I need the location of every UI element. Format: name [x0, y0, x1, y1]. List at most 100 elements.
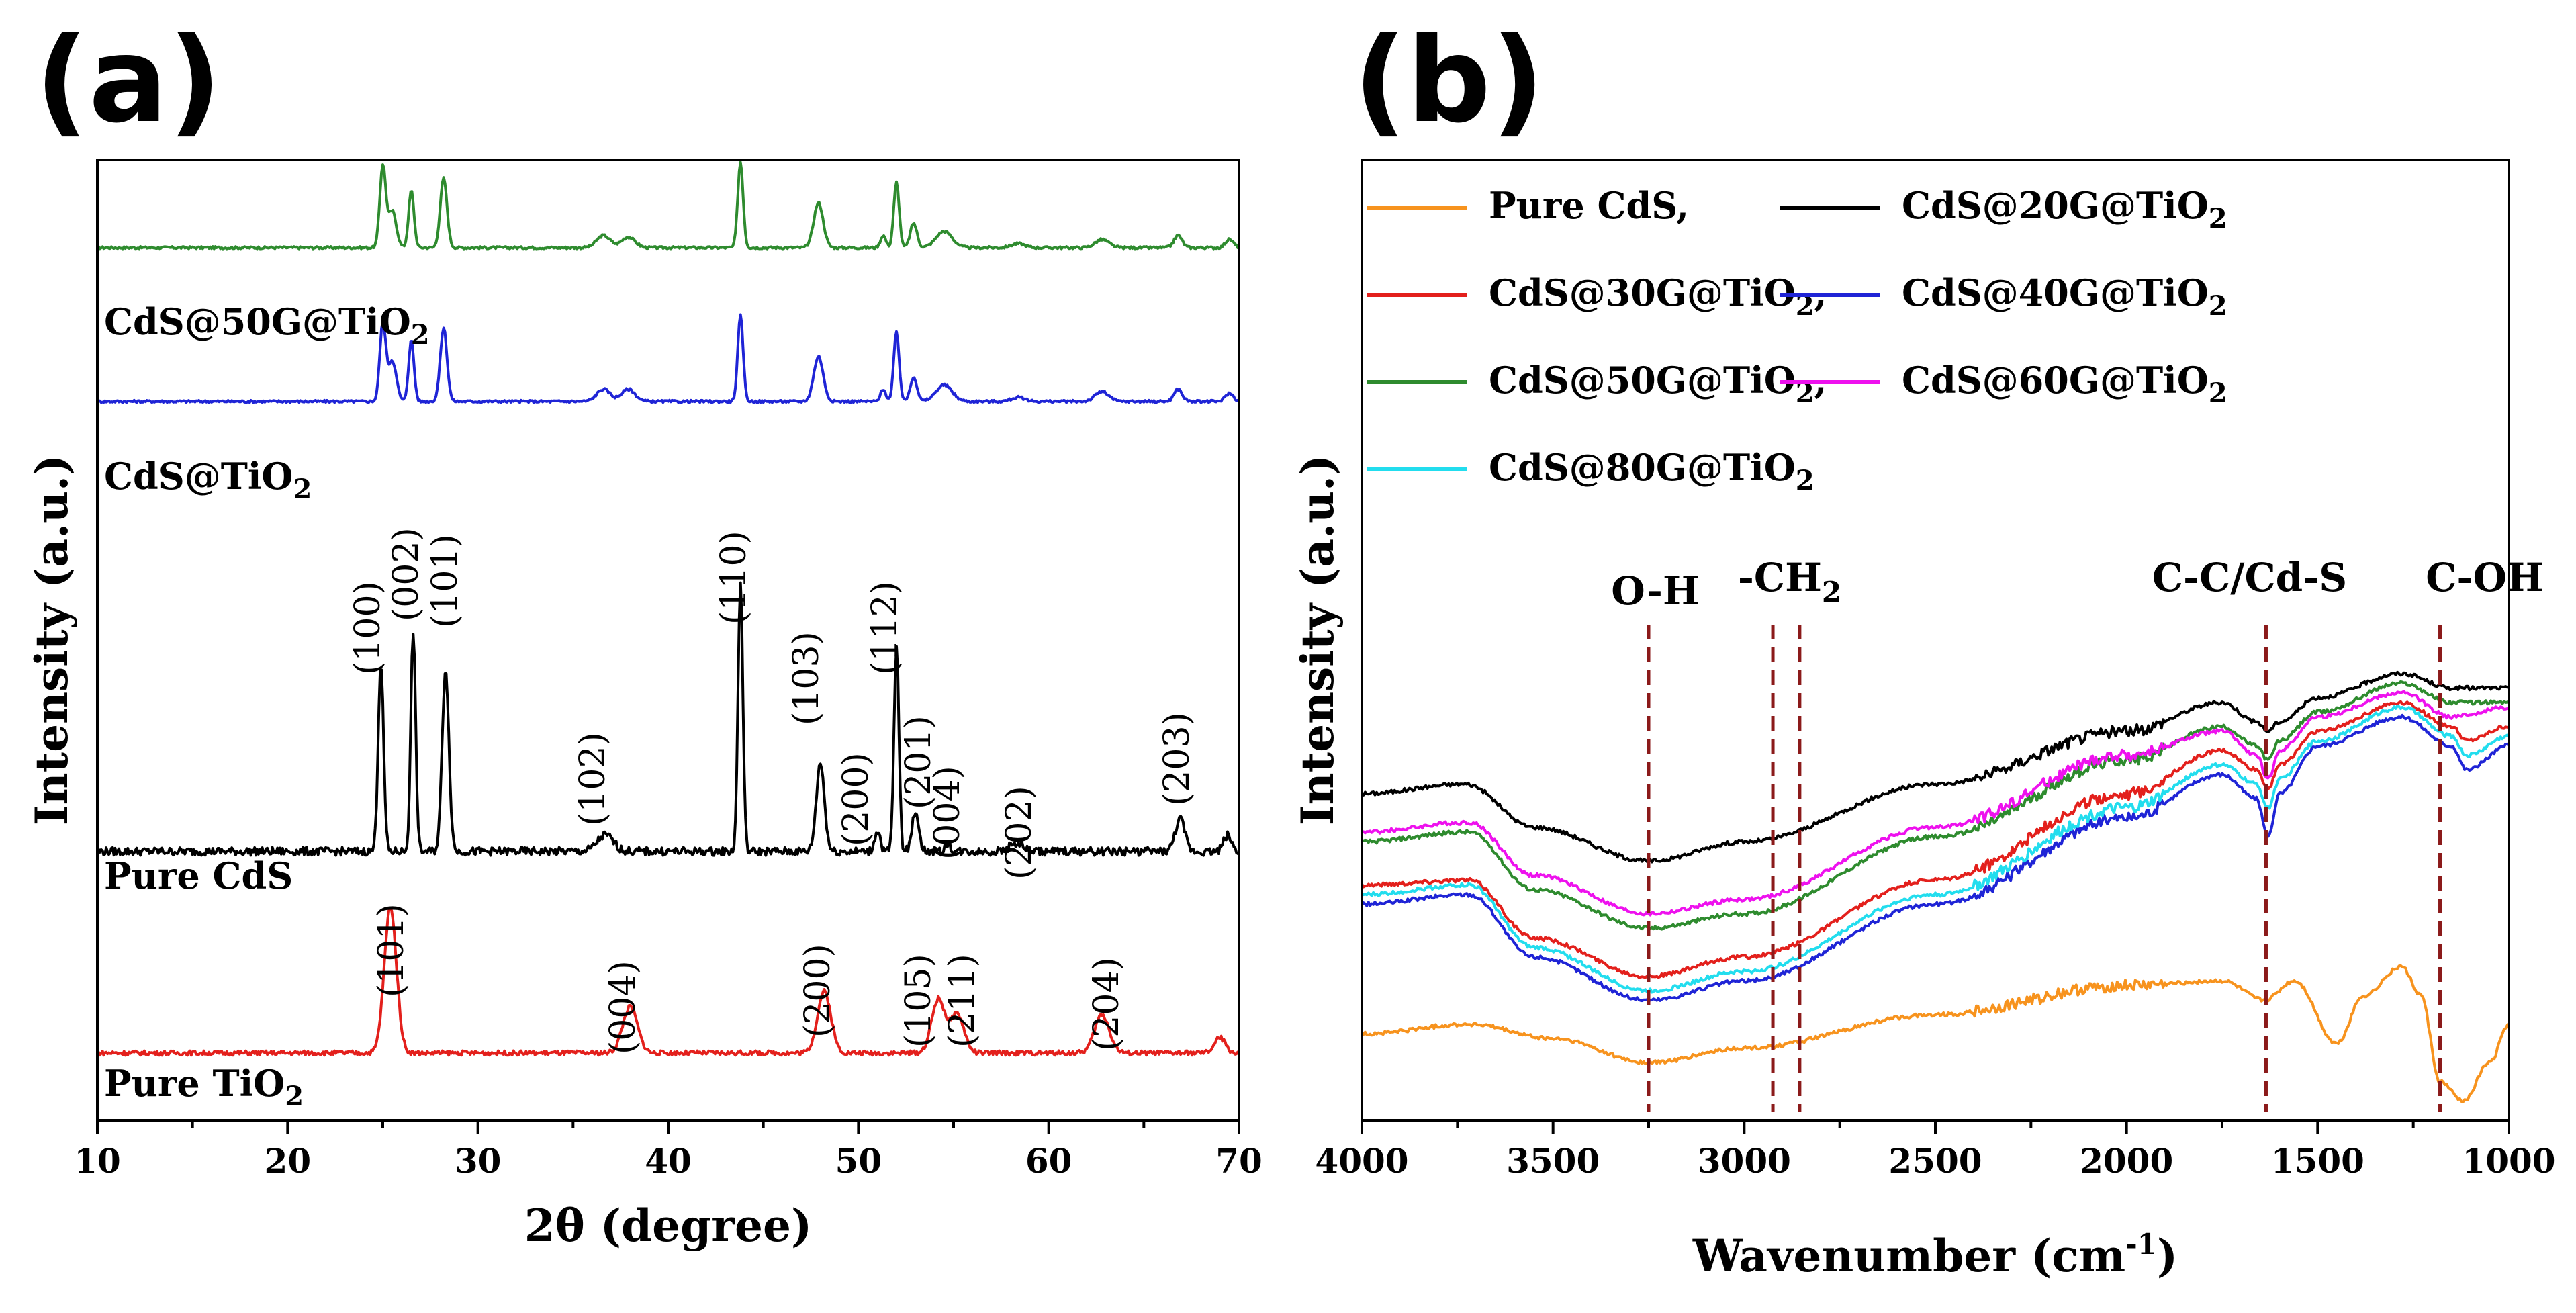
legend-label-text: CdS@80G@TiO: [1489, 446, 1796, 489]
xrd-series-label-text: Pure CdS: [104, 854, 293, 897]
legend-label-text: CdS@40G@TiO: [1902, 271, 2209, 314]
xrd-series-label-sub: 2: [285, 1081, 304, 1112]
x-tick-label: 60: [1025, 1141, 1072, 1181]
x-tick-label: 70: [1215, 1141, 1262, 1181]
legend-label: CdS@60G@TiO2: [1902, 359, 2227, 409]
legend-label-text: Pure CdS,: [1489, 184, 1689, 227]
ftir-trace-3: [1361, 680, 2510, 931]
legend-label: Pure CdS,: [1489, 184, 1689, 227]
x-tick-label: 30: [455, 1141, 502, 1181]
legend-label-sub: 2: [2209, 377, 2227, 409]
hkl-label: (200): [836, 752, 876, 846]
x-tick-label: 1000: [2462, 1141, 2555, 1181]
hkl-label: (202): [999, 786, 1040, 880]
xrd-trace-2: [96, 581, 1240, 857]
hkl-label: (203): [1157, 712, 1197, 806]
band-label-sub: 2: [1822, 576, 1841, 608]
xrd-series-label: Pure CdS: [104, 854, 293, 897]
x-tick-label: 3000: [1698, 1141, 1791, 1181]
hkl-label: (204): [1087, 957, 1127, 1051]
legend-label-text: CdS@60G@TiO: [1902, 359, 2209, 402]
panel-b-x-title: Wavenumber (cm-1): [1692, 1228, 2178, 1282]
panel-a-x-title: 2θ (degree): [524, 1199, 812, 1252]
x-tick-label: 2500: [1888, 1141, 1982, 1181]
hkl-label: (102): [573, 732, 613, 826]
panel-a-y-title: Intensity (a.u.): [26, 455, 78, 826]
x-tick-label: 1500: [2271, 1141, 2364, 1181]
hkl-label: (200): [798, 944, 838, 1038]
ftir-trace-4: [1361, 690, 2509, 917]
legend-label-text: CdS@30G@TiO: [1489, 271, 1796, 314]
hkl-label: (002): [386, 527, 426, 621]
x-tick-label: 3500: [1506, 1141, 1600, 1181]
ftir-trace-2: [1361, 713, 2510, 1003]
legend-label-sub: 2: [2209, 290, 2227, 322]
panel-b-markers: O-H -CH2 C-C/Cd-S C-OH: [1611, 555, 2544, 1112]
x-tick-label: 20: [265, 1141, 312, 1181]
band-label: O-H: [1611, 568, 1700, 614]
legend-label-text: CdS@20G@TiO: [1902, 184, 2209, 227]
hkl-label: (201): [899, 715, 939, 809]
x-tick-label: 4000: [1315, 1141, 1408, 1181]
legend-label-text: CdS@50G@TiO: [1489, 359, 1796, 402]
panel-b-x-title-end: ): [2157, 1230, 2178, 1282]
panel-a-letter: (a): [35, 13, 222, 149]
ftir-trace-5: [1361, 704, 2510, 994]
xrd-series-label-sub: 2: [293, 473, 312, 505]
panel-b-legend: Pure CdS,CdS@20G@TiO2CdS@30G@TiO2,CdS@40…: [1367, 184, 2227, 496]
xrd-series-label: Pure TiO2: [104, 1062, 304, 1112]
xrd-series-label-sub: 2: [411, 319, 430, 351]
xrd-trace-3: [97, 907, 1240, 1057]
band-label: C-C/Cd-S: [2152, 555, 2347, 600]
hkl-label: (101): [425, 534, 465, 628]
legend-label-sub: 2: [2209, 203, 2227, 234]
hkl-label: (110): [714, 531, 754, 625]
band-label-text: C-OH: [2426, 555, 2544, 600]
xrd-series-label-text: CdS@50G@TiO: [104, 300, 411, 343]
legend-label: CdS@40G@TiO2: [1902, 271, 2227, 322]
hkl-label: (105): [899, 954, 939, 1048]
band-label: -CH2: [1738, 555, 1841, 608]
ftir-trace-1: [1361, 700, 2510, 979]
hkl-label: (004): [927, 766, 968, 860]
hkl-label: (004): [603, 960, 643, 1054]
panel-a-x-axis: 10 20 30 40 50 60 70: [74, 1120, 1262, 1181]
legend-label: CdS@50G@TiO2,: [1489, 359, 1827, 409]
xrd-series-label: CdS@50G@TiO2: [104, 300, 430, 351]
legend-label-sub: 2: [1796, 465, 1814, 496]
x-tick-label: 50: [835, 1141, 882, 1181]
x-tick-label: 10: [74, 1141, 121, 1181]
band-label-text: O-H: [1611, 568, 1700, 614]
ftir-trace-6: [1362, 964, 2510, 1103]
band-label-text: C-C/Cd-S: [2152, 555, 2347, 600]
xrd-trace-0: [97, 161, 1240, 251]
hkl-label: (100): [348, 581, 388, 675]
legend-label: CdS@80G@TiO2: [1489, 446, 1814, 496]
hkl-label: (103): [786, 631, 827, 725]
legend-label: CdS@20G@TiO2: [1902, 184, 2227, 234]
panel-b-traces: [1361, 670, 2510, 1103]
panel-b-letter: (b): [1353, 13, 1545, 149]
band-label: C-OH: [2426, 555, 2544, 600]
xrd-series-label-text: CdS@TiO: [104, 455, 293, 498]
panel-b-x-title-main: Wavenumber (cm: [1692, 1230, 2125, 1282]
panel-a-traces: [96, 161, 1240, 1057]
xrd-series-label: CdS@TiO2: [104, 455, 312, 505]
band-label-text: -CH: [1738, 555, 1822, 600]
panel-b: (b) O-H -CH2 C-C/Cd-S C-OH Pure CdS, CdS@20G…: [1291, 13, 2556, 1282]
xrd-trace-1: [96, 313, 1240, 404]
hkl-label: (112): [865, 581, 905, 675]
panel-b-x-title-sup: -1: [2125, 1228, 2157, 1261]
legend-label: CdS@30G@TiO2,: [1489, 271, 1827, 322]
x-tick-label: 2000: [2080, 1141, 2173, 1181]
panel-b-y-title: Intensity (a.u.): [1291, 455, 1344, 826]
hkl-label: (101): [371, 903, 412, 997]
xrd-series-label-text: Pure TiO: [104, 1062, 285, 1105]
hkl-label: (211): [942, 954, 982, 1048]
panel-b-x-axis: 4000 3500 3000 2500 2000 1500 1000: [1315, 1120, 2556, 1181]
x-tick-label: 40: [645, 1141, 692, 1181]
ftir-trace-0: [1361, 670, 2510, 864]
